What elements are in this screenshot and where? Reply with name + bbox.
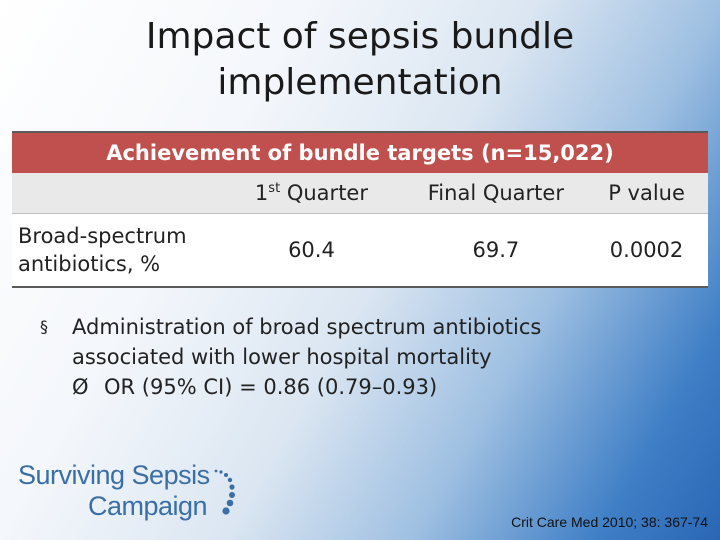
slide-title: Impact of sepsis bundle implementation: [0, 14, 720, 106]
table-header-row: Achievement of bundle targets (n=15,022): [12, 133, 708, 173]
title-line-1: Impact of sepsis bundle: [145, 16, 575, 57]
surviving-sepsis-logo: Surviving Sepsis Campaign: [18, 460, 238, 524]
table-row: Broad-spectrum antibiotics, % 60.4 69.7 …: [12, 214, 708, 286]
bullet-item: § Administration of broad spectrum antib…: [40, 312, 640, 372]
square-bullet-icon: §: [40, 317, 48, 336]
arrow-bullet-icon: Ø: [72, 375, 89, 399]
logo-line-2: Campaign: [88, 491, 208, 521]
table-header: Achievement of bundle targets (n=15,022): [106, 141, 614, 165]
column-header-p-value: P value: [608, 181, 685, 205]
logo-dots-icon: [214, 469, 235, 515]
bullet-list: § Administration of broad spectrum antib…: [40, 312, 640, 402]
citation: Crit Care Med 2010; 38: 367-74: [511, 514, 708, 530]
bundle-results-table: Achievement of bundle targets (n=15,022)…: [12, 131, 708, 288]
column-header-final-quarter: Final Quarter: [427, 181, 564, 205]
cell-first-quarter: 60.4: [288, 238, 335, 262]
row-label: Broad-spectrum antibiotics, %: [18, 224, 187, 276]
column-header-first-quarter: 1st Quarter: [254, 181, 368, 205]
sub-bullet-item: Ø OR (95% CI) = 0.86 (0.79–0.93): [40, 372, 640, 402]
column-header-row: 1st Quarter Final Quarter P value: [12, 173, 708, 214]
cell-final-quarter: 69.7: [472, 238, 520, 262]
title-line-2: implementation: [217, 62, 503, 103]
logo-line-1: Surviving Sepsis: [18, 460, 210, 490]
cell-p-value: 0.0002: [609, 238, 684, 262]
